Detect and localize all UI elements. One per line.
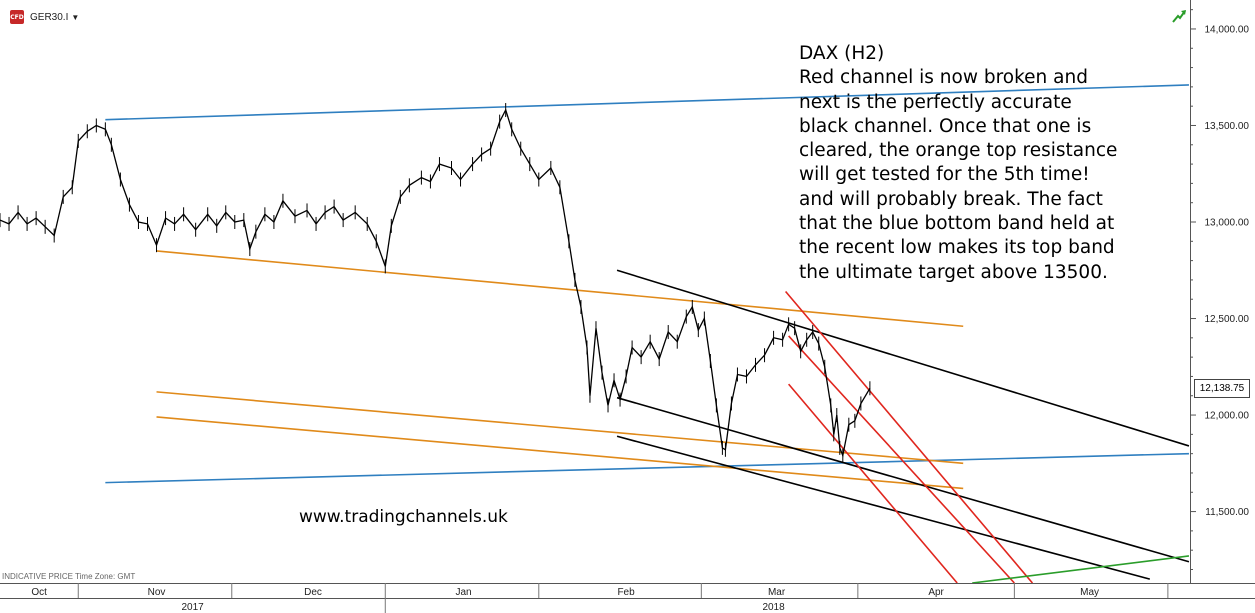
watermark: www.tradingchannels.uk	[299, 507, 508, 527]
y-tick-label: 14,000.00	[1205, 24, 1250, 35]
y-tick-label: 12,000.00	[1205, 411, 1250, 422]
black-trendline	[616, 435, 1151, 580]
year-label: 2017	[182, 602, 205, 613]
y-tick-label: 13,000.00	[1205, 218, 1250, 229]
x-tick-label: Nov	[148, 587, 166, 598]
x-tick-label: Apr	[928, 587, 944, 598]
green-trendline	[972, 555, 1190, 583]
orange-trendline	[156, 391, 964, 465]
y-tick-label: 12,500.00	[1205, 314, 1250, 325]
chart-header: CFD GER30.I ▼	[10, 9, 79, 25]
x-tick-label: Jan	[455, 587, 471, 598]
cfd-icon: CFD	[10, 10, 24, 24]
x-tick-label: Feb	[617, 587, 635, 598]
orange-trendline	[156, 250, 964, 328]
x-tick-label: Dec	[304, 587, 322, 598]
trend-arrow-icon	[1172, 10, 1186, 23]
y-tick-label: 13,500.00	[1205, 121, 1250, 132]
y-tick-label: 11,500.00	[1205, 507, 1249, 518]
blue-trendline	[105, 452, 1189, 484]
x-tick-label: May	[1080, 587, 1099, 598]
black-trendline	[616, 396, 1190, 563]
blue-trendline	[105, 84, 1189, 121]
red-trendline	[784, 290, 1034, 583]
symbol-label[interactable]: GER30.I	[30, 11, 69, 23]
year-label: 2018	[762, 602, 785, 613]
current-price-label: 12,138.75	[1194, 379, 1250, 399]
timezone-note: INDICATIVE PRICE Time Zone: GMT	[2, 572, 136, 581]
trendlines-layer	[105, 84, 1190, 583]
orange-trendline	[156, 416, 964, 490]
red-trendline	[788, 383, 958, 583]
black-trendline	[616, 269, 1190, 447]
price-series-line	[0, 108, 871, 458]
x-tick-label: Oct	[31, 587, 47, 598]
chevron-down-icon[interactable]: ▼	[71, 12, 80, 22]
price-layer	[0, 103, 871, 463]
analysis-annotation: DAX (H2) Red channel is now broken and n…	[799, 43, 1118, 283]
y-axis-area	[1190, 0, 1255, 583]
x-tick-label: Mar	[768, 587, 786, 598]
